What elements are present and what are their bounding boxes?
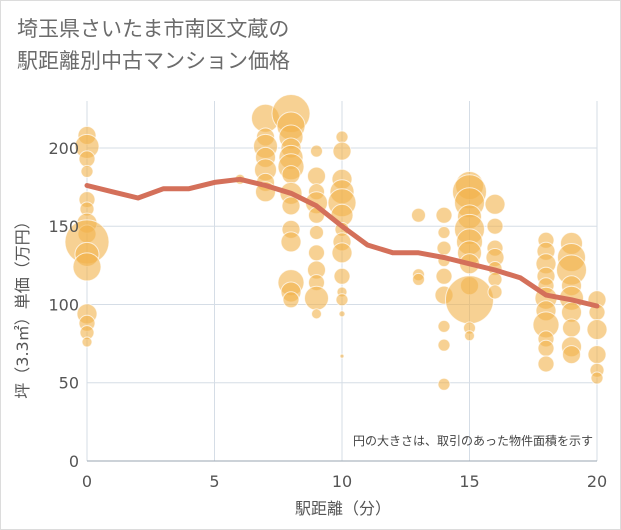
- bubble-point-86: [484, 193, 506, 215]
- x-tick-label-0: 0: [82, 472, 92, 491]
- y-tick-label-3: 150: [48, 217, 79, 236]
- bubble-point-38: [307, 166, 326, 186]
- y-axis-label: 坪（3.3㎡）単価（万円）: [13, 213, 32, 398]
- bubble-point-46: [304, 285, 329, 311]
- bubble-point-103: [537, 355, 555, 373]
- bubble-point-47: [311, 308, 322, 320]
- bubble-point-49: [332, 141, 352, 161]
- chart-title-line-2: 駅距離別中古マンション価格: [17, 49, 290, 73]
- y-tick-label-2: 100: [48, 295, 79, 314]
- bubble-point-85: [464, 330, 475, 342]
- x-tick-label-4: 20: [587, 472, 607, 491]
- bubble-point-29: [281, 165, 301, 185]
- bubble-point-66: [437, 225, 451, 239]
- bubble-point-72: [437, 338, 451, 352]
- x-tick-label-1: 5: [209, 472, 219, 491]
- bubble-point-65: [435, 206, 453, 224]
- bubble-point-59: [335, 293, 349, 307]
- bubble-series: [64, 94, 608, 391]
- bubble-point-42: [309, 224, 324, 240]
- bubble-point-73: [437, 377, 451, 391]
- bubble-point-61: [339, 353, 345, 359]
- x-tick-label-2: 10: [332, 472, 352, 491]
- y-tick-label-4: 200: [48, 139, 79, 158]
- bubble-point-48: [335, 130, 349, 144]
- bubble-point-10: [72, 252, 102, 282]
- bubble-point-3: [80, 164, 94, 178]
- bubble-point-87: [486, 217, 504, 235]
- bubble-point-56: [331, 242, 353, 264]
- bubble-point-116: [587, 345, 607, 365]
- bubble-point-37: [310, 144, 323, 158]
- bubble-point-31: [281, 196, 301, 216]
- y-tick-label-0: 0: [69, 452, 79, 471]
- bubble-point-69: [435, 267, 453, 285]
- bubble-point-33: [280, 231, 302, 253]
- bubble-point-60: [338, 310, 346, 318]
- bubble-point-14: [81, 336, 93, 348]
- size-annotation: 円の大きさは、取引のあった物件面積を示す: [353, 433, 593, 448]
- bubble-point-71: [437, 319, 451, 333]
- bubble-point-102: [537, 339, 555, 357]
- trend-line: [84, 176, 600, 309]
- bubble-point-67: [436, 240, 452, 256]
- bubble-point-83: [445, 275, 494, 325]
- bubble-point-36: [282, 291, 300, 309]
- bubble-point-43: [308, 244, 325, 262]
- bubble-point-110: [562, 318, 581, 338]
- bubble-point-118: [590, 371, 604, 385]
- bubble-point-112: [562, 345, 581, 365]
- bubble-point-91: [487, 271, 503, 287]
- bubble-point-115: [586, 319, 608, 341]
- bubble-point-2: [78, 150, 96, 168]
- bubble-point-57: [333, 267, 351, 285]
- bubble-point-92: [487, 284, 503, 300]
- y-tick-label-1: 50: [59, 374, 79, 393]
- bubble-point-64: [412, 272, 425, 286]
- x-axis-label: 駅距離（分）: [295, 499, 391, 518]
- x-tick-label-3: 15: [459, 472, 479, 491]
- bubble-point-62: [411, 207, 426, 223]
- chart-title: 埼玉県さいたま市南区文蔵の 駅距離別中古マンション価格: [17, 13, 290, 77]
- chart-title-line-1: 埼玉県さいたま市南区文蔵の: [17, 17, 290, 41]
